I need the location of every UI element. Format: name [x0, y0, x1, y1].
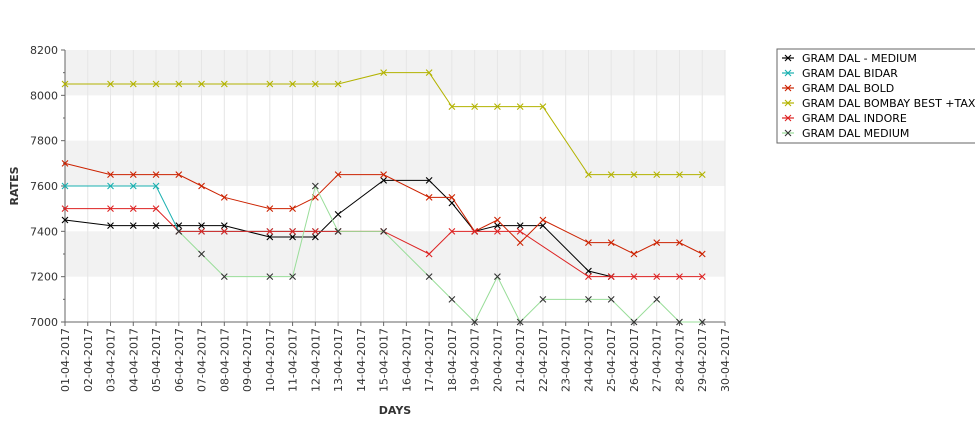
x-tick-label: 26-04-2017 — [628, 328, 641, 392]
x-tick-label: 19-04-2017 — [469, 328, 482, 392]
legend-label: GRAM DAL MEDIUM — [802, 127, 909, 140]
x-tick-label: 22-04-2017 — [537, 328, 550, 392]
x-tick-label: 12-04-2017 — [309, 328, 322, 392]
y-tick-label: 7800 — [30, 135, 58, 148]
x-tick-label: 24-04-2017 — [582, 328, 595, 392]
legend-label: GRAM DAL BOMBAY BEST +TAX — [802, 97, 975, 110]
x-tick-label: 01-04-2017 — [59, 328, 72, 392]
legend-label: GRAM DAL - MEDIUM — [802, 52, 917, 65]
x-tick-label: 13-04-2017 — [332, 328, 345, 392]
x-tick-label: 14-04-2017 — [355, 328, 368, 392]
x-axis-title: DAYS — [379, 404, 412, 417]
grid-band — [65, 141, 725, 186]
x-tick-label: 11-04-2017 — [287, 328, 300, 392]
x-tick-label: 10-04-2017 — [264, 328, 277, 392]
y-axis-title: RATES — [8, 166, 21, 205]
x-tick-label: 03-04-2017 — [105, 328, 118, 392]
x-tick-label: 07-04-2017 — [196, 328, 209, 392]
x-tick-label: 17-04-2017 — [423, 328, 436, 392]
x-tick-label: 27-04-2017 — [651, 328, 664, 392]
x-tick-label: 25-04-2017 — [605, 328, 618, 392]
y-tick-label: 7400 — [30, 225, 58, 238]
x-tick-label: 20-04-2017 — [491, 328, 504, 392]
x-tick-label: 29-04-2017 — [696, 328, 709, 392]
legend: GRAM DAL - MEDIUM GRAM DAL BIDAR GRAM DAL … — [777, 49, 975, 143]
x-tick-label: 06-04-2017 — [173, 328, 186, 392]
x-tick-label: 02-04-2017 — [82, 328, 95, 392]
grid-band — [65, 231, 725, 276]
y-axis-ticks: 7000 7200 7400 7600 7800 8000 8200 — [30, 44, 65, 329]
x-tick-label: 30-04-2017 — [719, 328, 732, 392]
x-tick-label: 08-04-2017 — [218, 328, 231, 392]
x-tick-label: 04-04-2017 — [127, 328, 140, 392]
x-tick-label: 16-04-2017 — [400, 328, 413, 392]
legend-label: GRAM DAL BOLD — [802, 82, 894, 95]
y-tick-label: 8200 — [30, 44, 58, 57]
x-tick-label: 15-04-2017 — [378, 328, 391, 392]
x-axis-ticks: 01-04-2017 02-04-2017 03-04-2017 04-04-2017… — [59, 322, 732, 392]
x-tick-label: 23-04-2017 — [560, 328, 573, 392]
legend-label: GRAM DAL BIDAR — [802, 67, 898, 80]
x-tick-label: 21-04-2017 — [514, 328, 527, 392]
y-tick-label: 8000 — [30, 89, 58, 102]
y-tick-label: 7000 — [30, 316, 58, 329]
x-tick-label: 28-04-2017 — [673, 328, 686, 392]
y-tick-label: 7600 — [30, 180, 58, 193]
x-tick-label: 18-04-2017 — [446, 328, 459, 392]
x-tick-label: 09-04-2017 — [241, 328, 254, 392]
x-tick-label: 05-04-2017 — [150, 328, 163, 392]
y-tick-label: 7200 — [30, 271, 58, 284]
legend-label: GRAM DAL INDORE — [802, 112, 907, 125]
